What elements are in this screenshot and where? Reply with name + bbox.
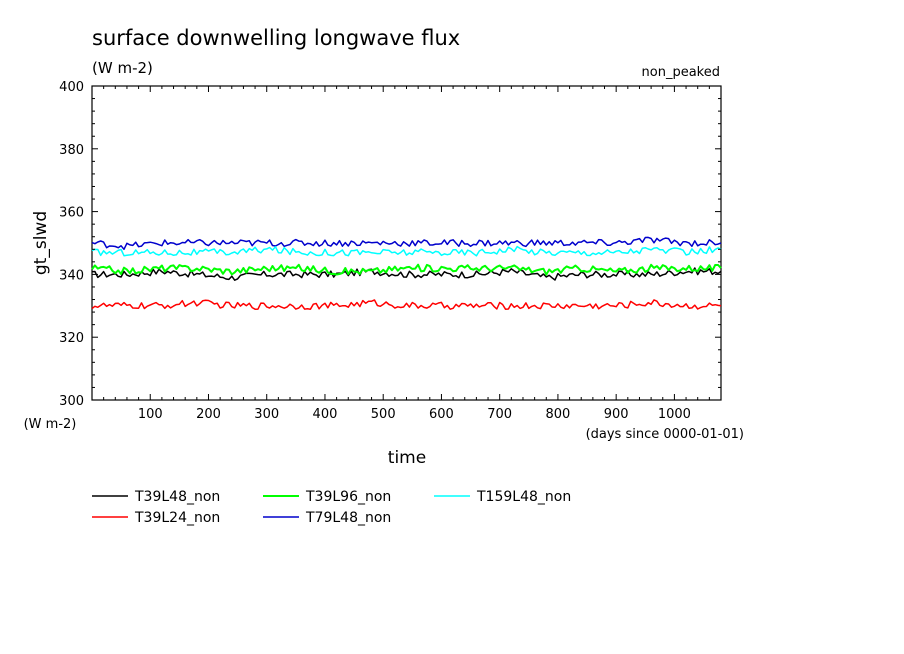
x-tick-label: 500 <box>371 407 396 422</box>
legend-label: T79L48_non <box>305 510 391 526</box>
legend-label: T159L48_non <box>476 489 571 505</box>
y-tick-label: 300 <box>59 394 84 409</box>
y-tick-label: 320 <box>59 331 84 346</box>
x-tick-label: 400 <box>313 407 338 422</box>
series-line-t39l96-non <box>91 263 722 276</box>
x-tick-label: 300 <box>254 407 279 422</box>
x-axis-units: (days since 0000-01-01) <box>586 427 744 442</box>
series-line-t39l24-non <box>91 299 722 310</box>
y-axis-ticks: 300 320 340 360 380 400 <box>59 80 721 409</box>
x-tick-label: 1000 <box>658 407 691 422</box>
y-tick-label: 360 <box>59 206 84 221</box>
legend: T39L48_non T39L24_non T39L96_non T79L48_non… <box>92 489 571 526</box>
x-tick-label: 900 <box>604 407 629 422</box>
chart-title: surface downwelling longwave flux <box>92 26 460 50</box>
series-line-t39l48-non <box>91 267 722 281</box>
legend-label: T39L48_non <box>134 489 220 505</box>
legend-label: T39L96_non <box>305 489 391 505</box>
series-line-t159l48-non <box>91 245 722 257</box>
series-group <box>91 236 722 310</box>
y-axis-units: (W m-2) <box>24 417 77 432</box>
x-tick-label: 700 <box>487 407 512 422</box>
series-line-t79l48-non <box>91 236 722 251</box>
legend-label: T39L24_non <box>134 510 220 526</box>
x-axis-label: time <box>388 448 426 468</box>
x-tick-label: 600 <box>429 407 454 422</box>
y-tick-label: 380 <box>59 143 84 158</box>
y-axis-label: gt_slwd <box>31 211 51 275</box>
x-axis-ticks: 100 200 300 400 500 600 700 800 900 1000 <box>103 86 710 422</box>
x-tick-label: 200 <box>196 407 221 422</box>
x-tick-label: 100 <box>138 407 163 422</box>
chart-units: (W m-2) <box>92 59 153 77</box>
chart-annotation: non_peaked <box>642 65 720 80</box>
y-tick-label: 340 <box>59 268 84 283</box>
x-tick-label: 800 <box>546 407 571 422</box>
y-tick-label: 400 <box>59 80 84 95</box>
